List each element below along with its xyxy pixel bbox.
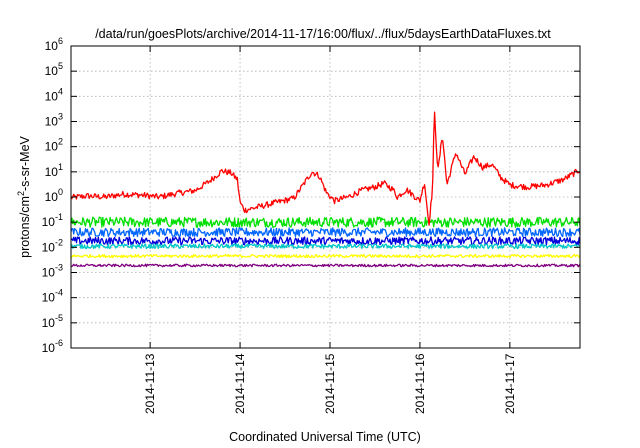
series-line-0	[70, 111, 581, 226]
y-tick-label: 105	[45, 61, 63, 78]
y-tick-label-exp: 1	[58, 162, 63, 172]
y-tick-label: 10-2	[42, 237, 63, 254]
y-tick-label-exp: 3	[58, 112, 63, 122]
grid-layer	[71, 46, 580, 348]
y-tick-label-base: 10	[45, 190, 59, 204]
x-tick-label: 2014-11-13	[143, 353, 157, 414]
y-tick-label-base: 10	[45, 64, 59, 78]
y-tick-label: 10-1	[42, 212, 63, 229]
y-tick-label-base: 10	[42, 341, 56, 355]
x-tick-label: 2014-11-15	[323, 353, 337, 414]
y-tick-label-exp: -5	[55, 313, 63, 323]
y-tick-label-exp: 2	[58, 137, 63, 147]
y-tick-label: 10-5	[42, 313, 63, 330]
y-tick-label: 104	[45, 86, 63, 103]
y-tick-label: 10-4	[42, 288, 63, 305]
y-axis-label-sup: 2	[16, 191, 26, 196]
y-axis-label-rest: -s-sr-MeV	[18, 135, 32, 191]
y-tick-label-base: 10	[45, 140, 59, 154]
y-tick-label: 10-6	[42, 338, 63, 355]
x-tick-label: 2014-11-14	[233, 353, 247, 414]
y-axis-label: protons/cm2-s-sr-MeV	[16, 135, 32, 257]
y-tick-label-base: 10	[42, 215, 56, 229]
series-layer	[70, 111, 581, 268]
y-tick-label-exp: -4	[55, 288, 63, 298]
y-tick-label-base: 10	[42, 240, 56, 254]
series-line-3	[70, 236, 581, 246]
y-tick-label-base: 10	[45, 115, 59, 129]
y-tick-label-exp: -1	[55, 212, 63, 222]
y-tick-label-base: 10	[45, 39, 59, 53]
x-axis-label: Coordinated Universal Time (UTC)	[229, 430, 421, 444]
y-tick-label-exp: 6	[58, 36, 63, 46]
tick-layer: 10-610-510-410-310-210-11001011021031041…	[42, 36, 580, 414]
y-tick-label-exp: 5	[58, 61, 63, 71]
series-line-2	[70, 227, 581, 238]
y-tick-label-base: 10	[42, 266, 56, 280]
y-tick-label-exp: -3	[55, 263, 63, 273]
x-tick-label: 2014-11-16	[413, 353, 427, 414]
y-tick-label: 103	[45, 112, 63, 129]
x-tick-label: 2014-11-17	[503, 353, 517, 414]
chart-title: /data/run/goesPlots/archive/2014-11-17/1…	[95, 27, 551, 41]
y-tick-label: 106	[45, 36, 63, 53]
y-tick-label-base: 10	[45, 165, 59, 179]
y-tick-label-base: 10	[45, 89, 59, 103]
y-tick-label: 102	[45, 137, 63, 154]
y-tick-label-base: 10	[42, 316, 56, 330]
y-axis-label-base: protons/cm	[18, 196, 32, 258]
y-tick-label-exp: 4	[58, 86, 63, 96]
y-tick-label-exp: 0	[58, 187, 63, 197]
y-tick-label-exp: -2	[55, 237, 63, 247]
series-line-4	[70, 243, 581, 250]
y-tick-label-base: 10	[42, 291, 56, 305]
y-tick-label: 10-3	[42, 263, 63, 280]
y-tick-label: 101	[45, 162, 63, 179]
series-line-6	[71, 263, 581, 268]
series-line-1	[70, 216, 581, 228]
y-tick-label: 100	[45, 187, 63, 204]
series-line-5	[70, 253, 581, 259]
y-tick-label-exp: -6	[55, 338, 63, 348]
